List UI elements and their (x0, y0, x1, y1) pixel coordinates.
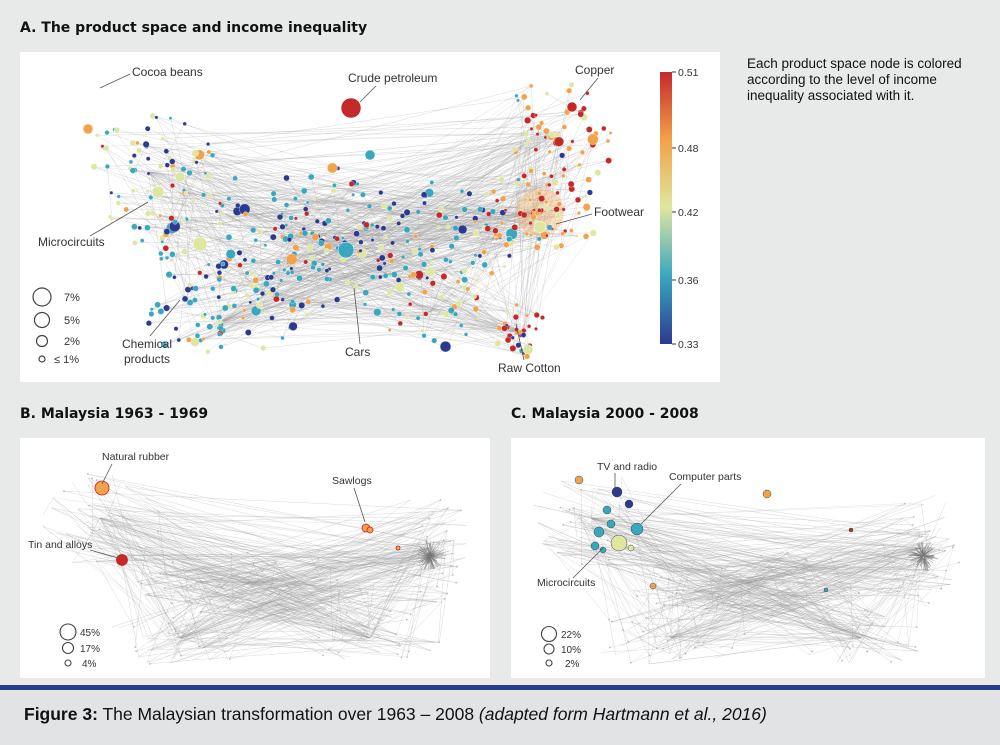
node-c12 (599, 546, 607, 554)
label-sawlogs: Sawlogs (332, 475, 372, 487)
product-space-network: 0.51 0.48 0.42 0.36 0.33 Cocoa beans Cru… (32, 63, 699, 375)
label-natural-rubber: Natural rubber (102, 451, 170, 463)
size-legend-c-1: 22% (561, 630, 581, 641)
network-nodes (82, 82, 613, 360)
size-legend-b: 45% 17% 4% (59, 623, 100, 670)
node-c11 (627, 544, 635, 552)
node-c6 (574, 475, 584, 485)
size-legend-4: ≤ 1% (54, 354, 79, 366)
colorbar-tick-3: 0.42 (678, 207, 699, 219)
node-c9 (823, 587, 829, 593)
crude-petroleum-node (340, 97, 362, 119)
size-legend: 7% 5% 2% ≤ 1% (32, 287, 80, 366)
network-edges (533, 476, 959, 665)
node-c1 (624, 499, 634, 509)
microcircuits-node (151, 185, 165, 199)
computer-parts-node (630, 522, 644, 536)
node-c8 (649, 582, 657, 590)
panel-a-title: A. The product space and income inequali… (20, 20, 368, 36)
colorbar-tick-1: 0.51 (678, 67, 699, 79)
label-tv-radio: TV and radio (597, 461, 657, 473)
size-legend-2: 5% (64, 315, 80, 327)
network-edges (42, 473, 467, 665)
size-legend-b-1: 45% (80, 628, 100, 639)
label-microcircuits-c: Microcircuits (537, 577, 595, 589)
size-legend-1: 7% (64, 292, 80, 304)
node-c3 (593, 526, 605, 538)
panel-b-title: B. Malaysia 1963 - 1969 (20, 406, 209, 422)
label-footwear: Footwear (594, 205, 644, 219)
label-chemical: Chemical (122, 337, 172, 351)
label-products: products (124, 352, 170, 366)
panel-b-figure: Natural rubber Sawlogs Tin and alloys 45… (20, 438, 490, 678)
colorbar-tick-2: 0.48 (678, 143, 699, 155)
node-b1 (395, 545, 401, 551)
node-a3 (174, 171, 186, 183)
label-microcircuits: Microcircuits (38, 235, 105, 249)
malaysia-1963-network: Natural rubber Sawlogs Tin and alloys 45… (28, 451, 467, 670)
label-raw-cotton: Raw Cotton (498, 361, 561, 375)
panel-c-title: C. Malaysia 2000 - 2008 (511, 406, 699, 422)
node-c4 (606, 519, 616, 529)
network-nodes (557, 475, 960, 664)
panel-c-figure: TV and radio Computer parts Microcircuit… (511, 438, 985, 678)
colorbar-ticks: 0.51 0.48 0.42 0.36 0.33 (672, 67, 699, 351)
node-c7 (762, 489, 772, 499)
caption-background (0, 690, 1000, 745)
caption-source: (adapted form Hartmann et al., 2016) (478, 704, 767, 724)
node-c5 (590, 541, 600, 551)
size-legend-b-3: 4% (82, 659, 97, 670)
caption-label: Figure 3: (24, 704, 98, 724)
colorbar-note: Each product space node is colored accor… (747, 56, 962, 103)
size-legend-3: 2% (64, 336, 80, 348)
label-tin-alloys: Tin and alloys (28, 539, 92, 551)
malaysia-2000-network: TV and radio Computer parts Microcircuit… (533, 461, 960, 670)
label-computer-parts: Computer parts (669, 471, 741, 483)
label-cocoa-beans: Cocoa beans (132, 65, 203, 79)
node-a1 (192, 236, 208, 252)
label-crude-petroleum: Crude petroleum (348, 71, 437, 85)
size-legend-c-3: 2% (565, 659, 580, 670)
panel-c-annotations: TV and radio Computer parts Microcircuit… (537, 461, 741, 589)
label-copper: Copper (575, 63, 614, 77)
size-legend-c: 22% 10% 2% (540, 625, 581, 670)
tv-radio-node (611, 486, 623, 498)
caption-text: The Malaysian transformation over 1963 –… (97, 704, 479, 724)
figure-caption: Figure 3: The Malaysian transformation o… (24, 704, 767, 725)
colorbar-tick-4: 0.36 (678, 275, 699, 287)
microcircuits-node-c (610, 534, 628, 552)
panel-b-annotations: Natural rubber Sawlogs Tin and alloys (28, 451, 372, 559)
node-c10 (848, 527, 854, 533)
size-legend-c-2: 10% (561, 645, 581, 656)
colorbar-tick-5: 0.33 (678, 339, 699, 351)
network-nodes (63, 473, 462, 665)
footwear-node (533, 220, 547, 234)
tin-alloys-node (116, 554, 128, 566)
cars-node (337, 241, 355, 259)
size-legend-b-2: 17% (80, 644, 100, 655)
panel-a-annotations: Cocoa beans Crude petroleum Copper Micro… (38, 63, 644, 375)
node-c2 (602, 505, 612, 515)
colorbar (660, 72, 672, 344)
label-cars: Cars (345, 345, 370, 359)
node-a2 (364, 149, 376, 161)
panel-a-figure: 0.51 0.48 0.42 0.36 0.33 Cocoa beans Cru… (20, 52, 720, 382)
caption-bar (0, 685, 1000, 745)
natural-rubber-node (94, 480, 110, 496)
sawlogs-node-2 (366, 526, 374, 534)
cocoa-node (82, 123, 94, 135)
copper-node (566, 101, 578, 113)
